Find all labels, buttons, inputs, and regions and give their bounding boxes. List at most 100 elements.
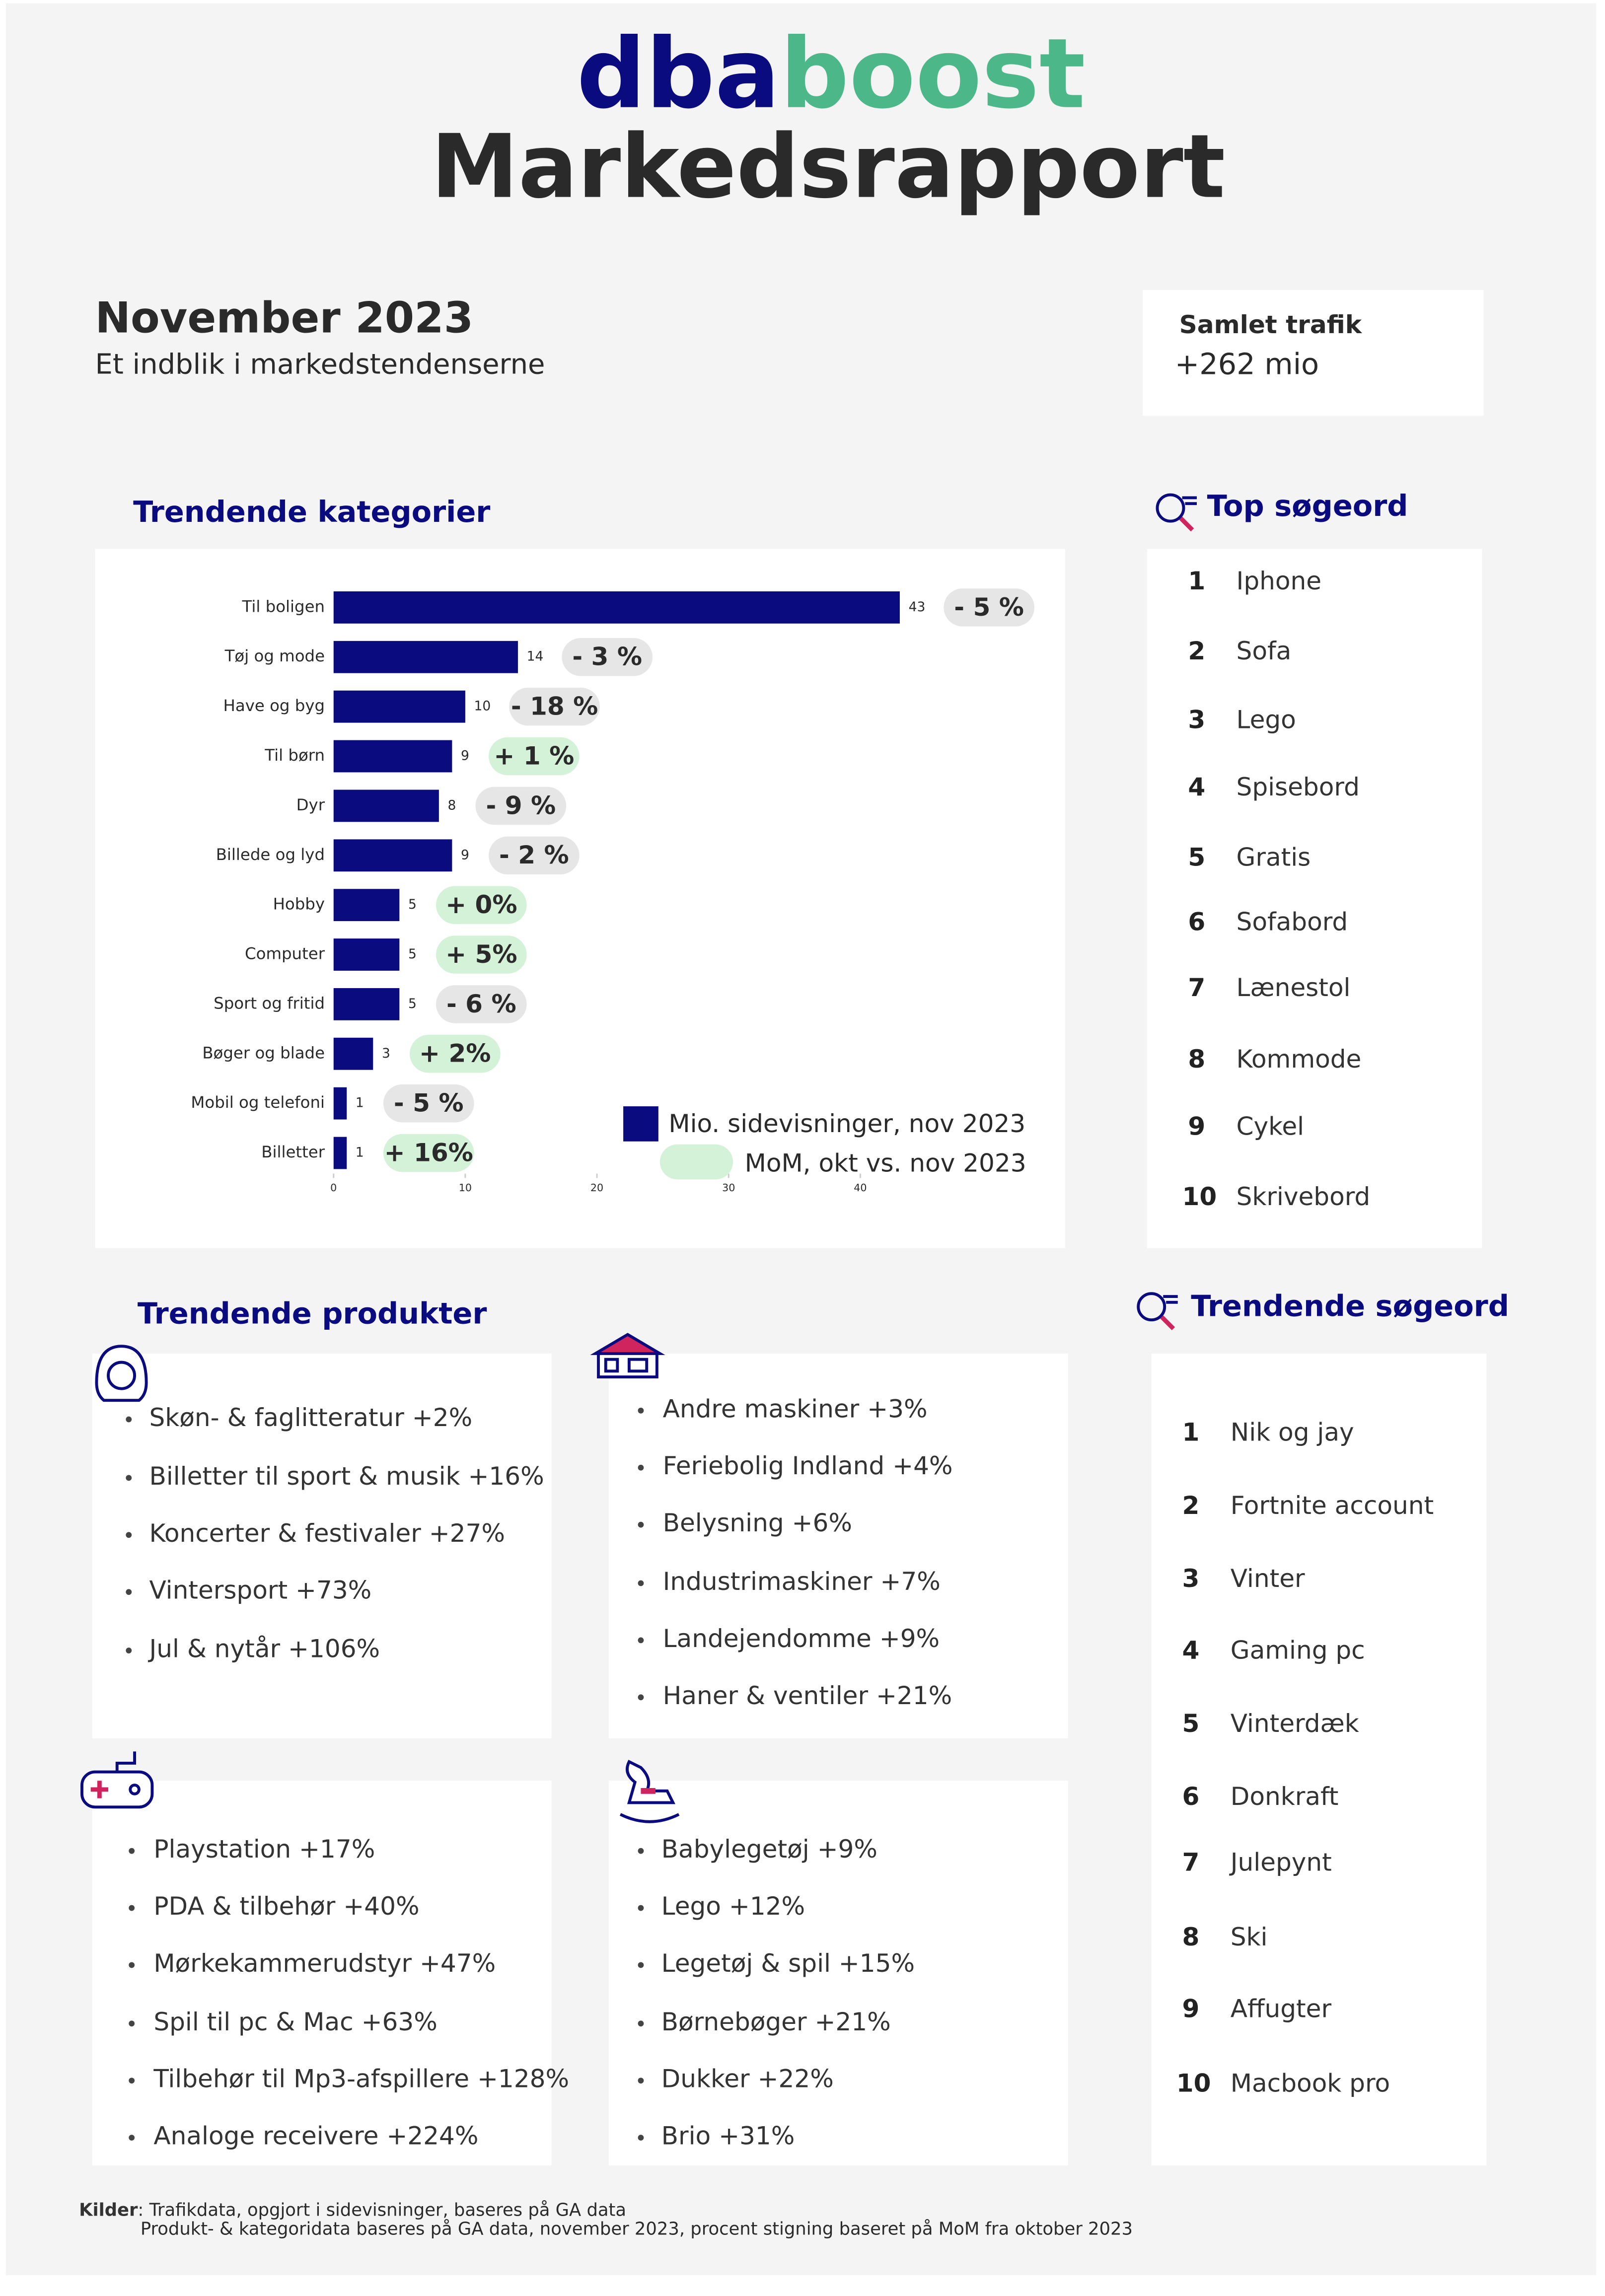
rank: 2 [1182,1491,1200,1520]
product-item: Dukker +22% [661,2065,834,2093]
rank: 6 [1188,907,1205,936]
product-item: Playstation +17% [153,1835,375,1864]
bar [333,740,452,773]
rank: 4 [1188,773,1205,801]
bullet [638,1521,644,1528]
product-item: PDA & tilbehør +40% [153,1892,419,1921]
bullet [129,2020,135,2027]
rank: 10 [1176,2069,1211,2098]
search-term: Nik og jay [1231,1418,1354,1446]
rank: 6 [1182,1782,1200,1811]
search-term: Kommode [1237,1045,1362,1074]
rank: 9 [1188,1112,1205,1141]
change-label: - 3 % [572,643,642,671]
x-tick-label: 40 [854,1182,867,1194]
x-tick-label: 0 [330,1182,337,1194]
value-label: 5 [408,996,417,1011]
person-icon [95,1345,148,1402]
gamepad-icon [80,1751,154,1809]
change-pill [436,985,527,1023]
rank: 2 [1188,637,1205,665]
rank: 5 [1182,1709,1200,1738]
product-panel [608,1781,1068,2166]
search-term: Iphone [1237,567,1321,595]
bullet [126,1648,132,1653]
bar [333,938,400,971]
change-pill [436,886,527,924]
category-label: Billetter [261,1143,325,1161]
trending-search-panel [1151,1353,1487,2166]
search-term: Spisebord [1237,773,1360,801]
top-search-title: Top søgeord [1207,489,1408,523]
search-term: Skrivebord [1237,1182,1371,1211]
rank: 7 [1182,1848,1200,1877]
category-label: Billede og lyd [216,845,325,864]
product-item: Brio +31% [661,2122,795,2151]
bar [333,789,439,822]
change-label: - 18 % [511,692,598,721]
category-label: Have og byg [223,696,325,715]
bullet [129,1905,135,1911]
change-label: - 5 % [394,1089,464,1118]
search-term: Fortnite account [1231,1491,1434,1520]
product-item: Koncerter & festivaler +27% [149,1519,505,1548]
category-label: Hobby [273,895,325,914]
change-label: - 5 % [954,593,1024,622]
bar [333,839,452,872]
search-term: Vinter [1231,1564,1305,1593]
rank: 7 [1188,973,1205,1002]
value-label: 5 [408,946,417,962]
bullet [638,2135,644,2141]
value-label: 14 [527,649,544,664]
traffic-value: +262 mio [1175,347,1319,381]
bullet [126,1589,132,1595]
change-label: - 2 % [499,841,569,869]
value-label: 5 [408,897,417,912]
change-pill [475,787,567,825]
change-pill [489,737,580,776]
x-tick-label: 30 [722,1182,735,1194]
bullet [638,1637,644,1644]
top-search-panel [1147,549,1482,1248]
bullet [638,1464,644,1471]
product-item: Skøn- & faglitteratur +2% [149,1403,473,1432]
bullet [126,1416,132,1423]
change-pill [383,1084,474,1123]
chart-title: Trendende kategorier [133,495,490,529]
search-term: Gratis [1237,843,1311,872]
bar [333,690,465,723]
bullet [638,1580,644,1586]
search-term: Lænestol [1237,973,1351,1002]
change-label: + 0% [445,890,517,919]
change-pill [489,836,580,875]
logo-boost: boost [780,18,1086,130]
change-pill [944,588,1034,627]
traffic-box [1142,290,1484,416]
category-label: Computer [245,944,325,963]
product-panel [608,1353,1068,1738]
change-pill [562,638,653,676]
search-term: Cykel [1237,1112,1305,1141]
bullet [638,1407,644,1414]
search-term: Lego [1237,706,1296,734]
change-label: - 9 % [486,791,556,820]
product-item: Babylegetøj +9% [661,1835,877,1864]
bullet [126,1475,132,1481]
logo: dbaboost [577,18,1086,130]
bullet [638,1905,644,1911]
trending-search-title: Trendende søgeord [1191,1289,1509,1323]
change-label: + 16% [384,1138,473,1167]
traffic-label: Samlet trafik [1179,310,1363,339]
period: November 2023 [95,293,474,343]
search-term: Sofa [1237,637,1292,665]
product-item: Lego +12% [661,1892,805,1921]
product-panel [92,1781,552,2166]
bullet [638,1848,644,1854]
search-term: Donkraft [1231,1782,1339,1811]
search-term: Affugter [1231,1994,1332,2023]
bullet [129,2135,135,2141]
bullet [638,1694,644,1701]
product-item: Jul & nytår +106% [148,1635,380,1663]
product-item: Industrimaskiner +7% [663,1567,941,1596]
